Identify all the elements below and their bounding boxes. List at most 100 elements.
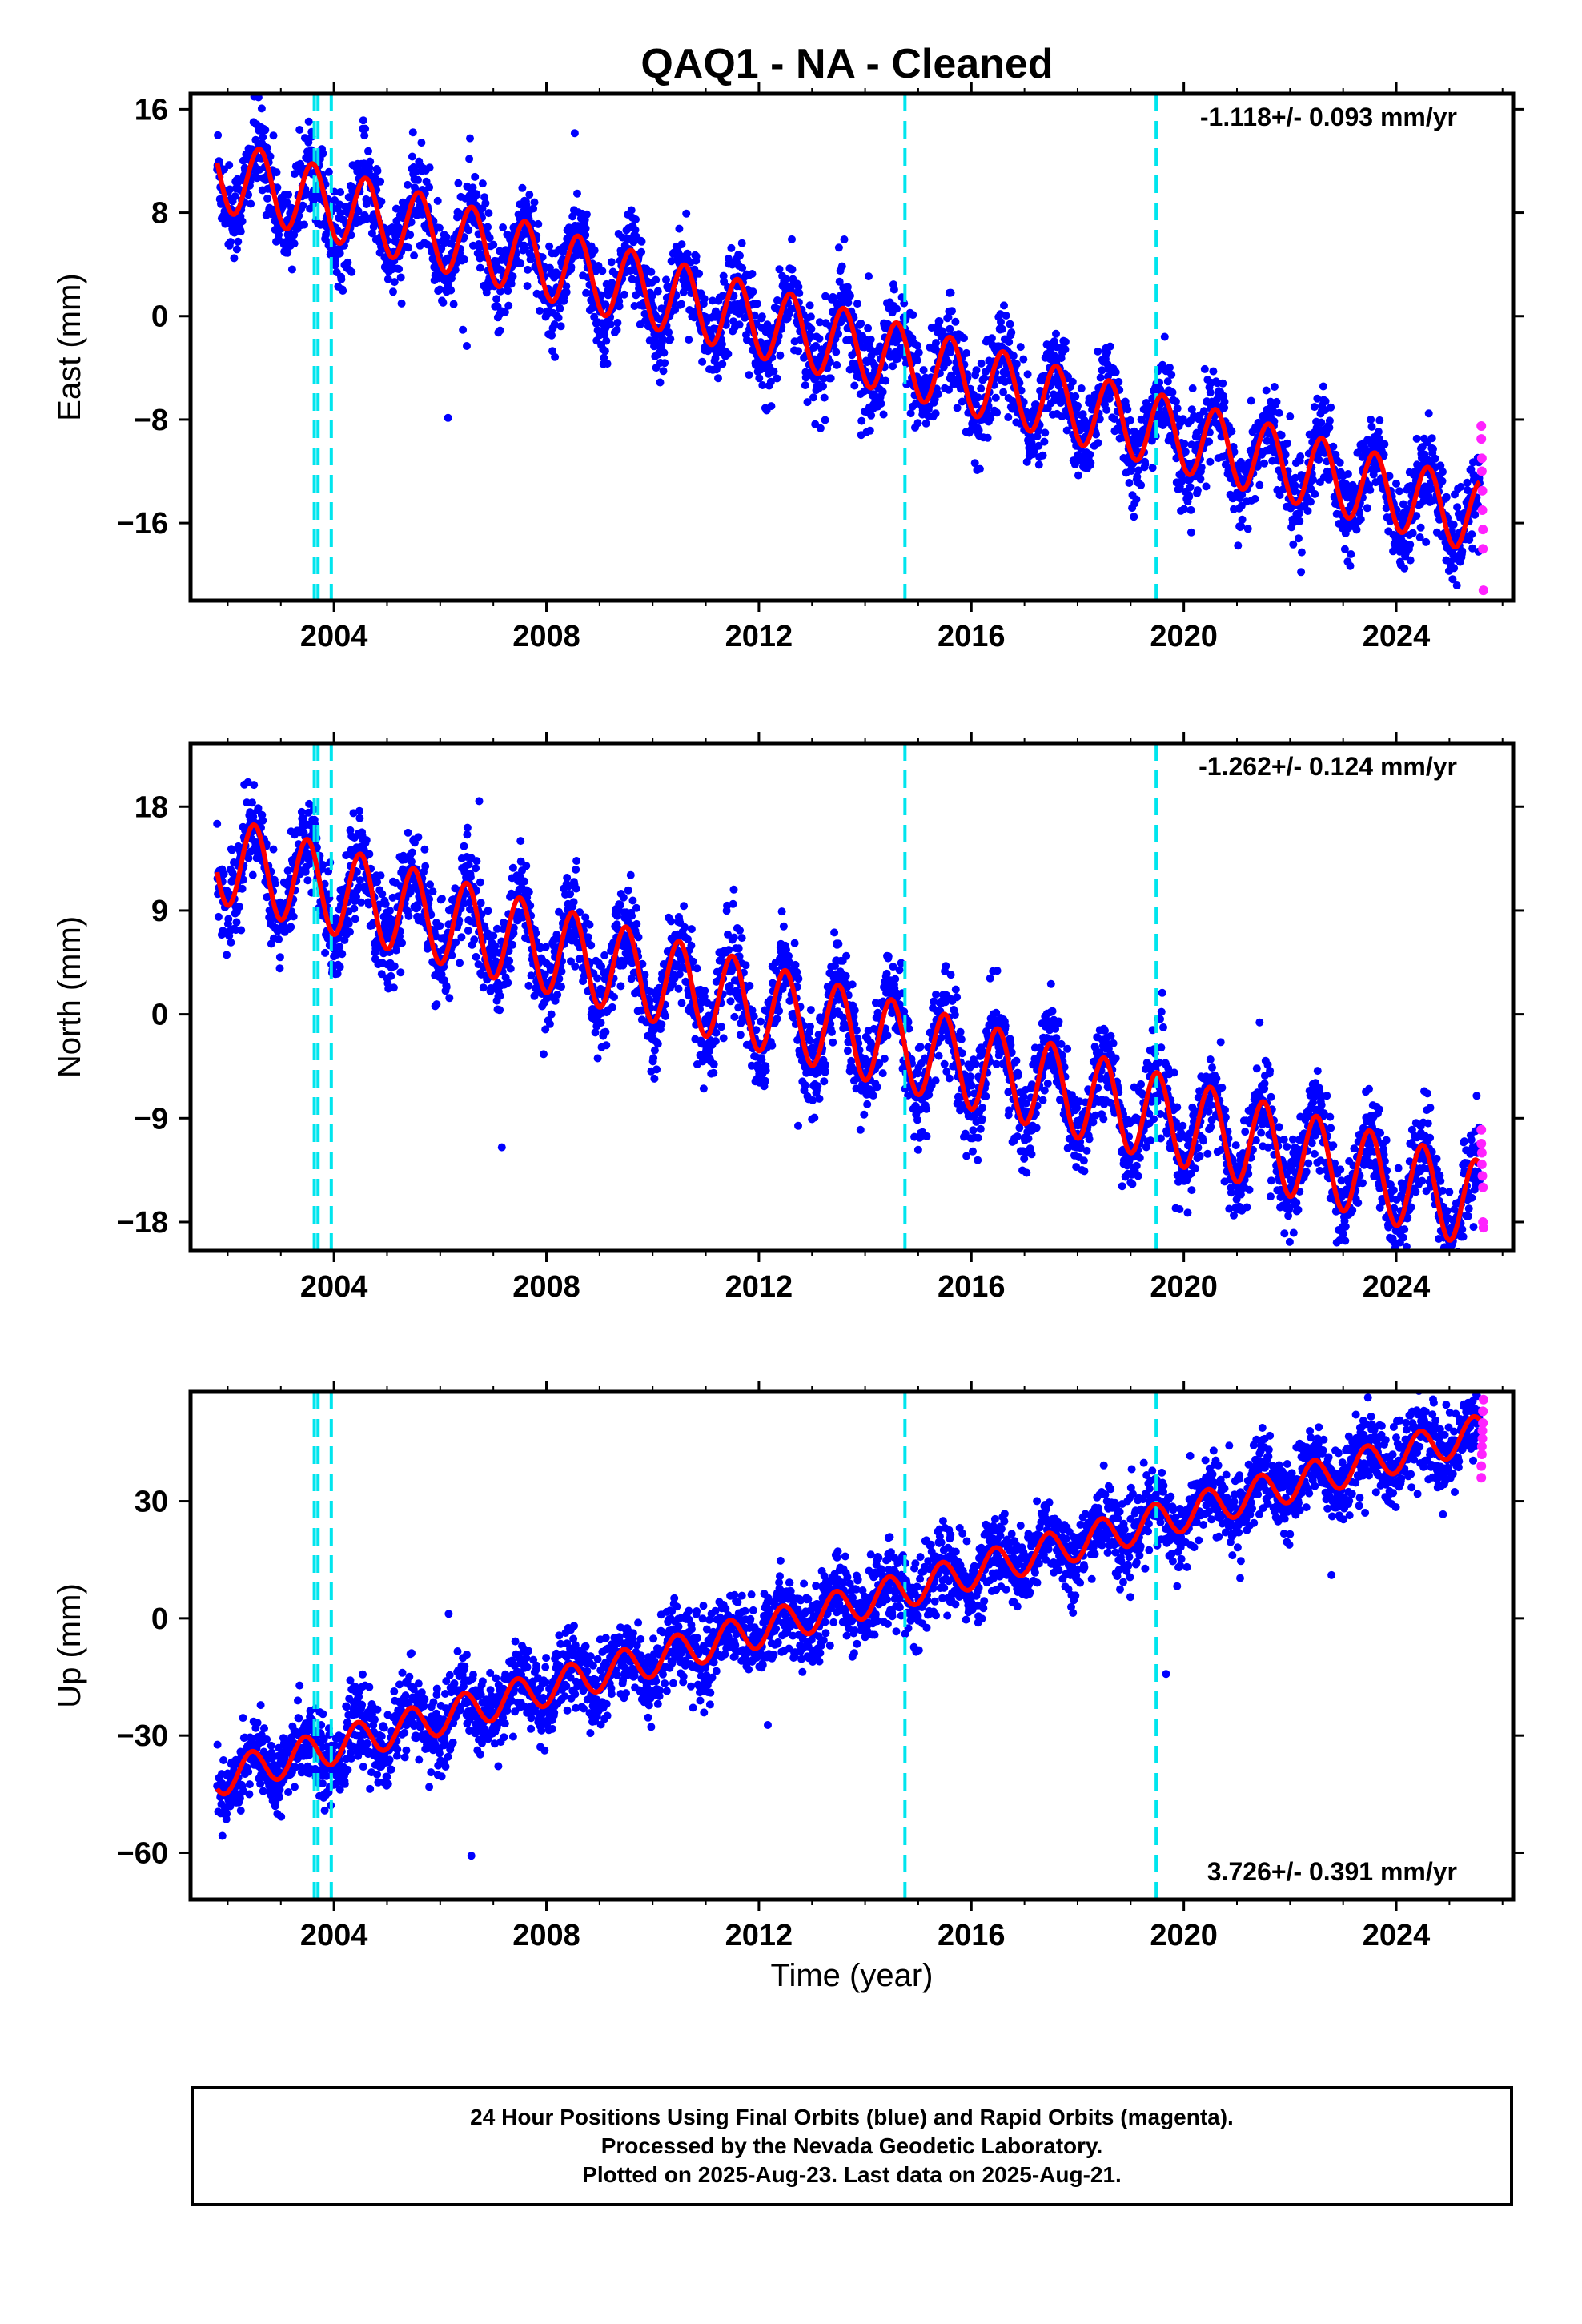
final-orbit-point — [1367, 416, 1375, 424]
final-orbit-point — [1016, 343, 1025, 352]
final-orbit-point — [1110, 415, 1118, 424]
final-orbit-point — [1030, 447, 1038, 456]
final-orbit-point — [408, 128, 417, 137]
final-orbit-point — [653, 287, 662, 296]
final-orbit-point — [500, 308, 509, 316]
final-orbit-point — [758, 381, 767, 389]
final-orbit-point — [658, 335, 667, 344]
final-orbit-point — [464, 226, 473, 235]
final-orbit-point — [335, 249, 344, 258]
final-orbit-point — [460, 842, 468, 850]
final-orbit-point — [1200, 364, 1209, 373]
final-orbit-point — [319, 149, 327, 158]
final-orbit-point — [337, 275, 346, 283]
final-orbit-point — [1092, 430, 1100, 439]
final-orbit-point — [1458, 547, 1467, 556]
final-orbit-point — [1186, 483, 1195, 492]
final-orbit-point — [481, 199, 490, 207]
final-orbit-point — [608, 1003, 616, 1011]
final-orbit-point — [788, 235, 796, 243]
final-orbit-point — [397, 299, 406, 308]
final-orbit-point — [466, 134, 474, 143]
y-axis-label: East (mm) — [52, 273, 87, 420]
final-orbit-point — [1209, 367, 1218, 376]
final-orbit-point — [603, 360, 612, 368]
final-orbit-point — [1173, 404, 1182, 412]
final-orbit-point — [865, 426, 874, 435]
final-orbit-point — [584, 933, 592, 942]
final-orbit-point — [572, 857, 581, 865]
final-orbit-point — [284, 191, 293, 199]
final-orbit-point — [290, 231, 299, 239]
final-orbit-point — [464, 927, 472, 935]
final-orbit-point — [1111, 368, 1120, 376]
final-orbit-point — [439, 298, 448, 307]
final-orbit-point — [866, 335, 875, 344]
final-orbit-point — [480, 193, 489, 202]
final-orbit-point — [913, 356, 921, 365]
final-orbit-point — [790, 337, 799, 346]
final-orbit-point — [1412, 434, 1421, 443]
final-orbit-point — [508, 272, 517, 281]
final-orbit-point — [350, 904, 359, 913]
final-orbit-point — [853, 300, 861, 308]
final-orbit-point — [975, 464, 984, 473]
final-orbit-point — [351, 915, 359, 923]
final-orbit-point — [1130, 513, 1138, 521]
final-orbit-point — [1319, 382, 1327, 391]
rapid-orbit-point — [1476, 434, 1487, 444]
final-orbit-point — [718, 292, 727, 300]
final-orbit-point — [1272, 397, 1281, 406]
final-orbit-point — [376, 177, 385, 186]
final-orbit-point — [1450, 564, 1459, 573]
final-orbit-point — [387, 971, 396, 980]
final-orbit-point — [1453, 503, 1462, 512]
final-orbit-point — [492, 295, 501, 304]
plot-frame — [188, 91, 1516, 603]
final-orbit-point — [889, 362, 897, 371]
final-orbit-point — [1023, 370, 1032, 379]
final-orbit-point — [224, 915, 233, 923]
final-orbit-point — [977, 384, 986, 393]
final-orbit-point — [1054, 381, 1063, 390]
final-orbit-point — [408, 848, 416, 857]
final-orbit-point — [837, 262, 846, 271]
final-orbit-point — [616, 900, 624, 909]
final-orbit-point — [437, 244, 446, 253]
final-orbit-point — [628, 896, 637, 905]
final-orbit-point — [484, 223, 492, 231]
final-orbit-point — [587, 941, 596, 950]
final-orbit-point — [335, 943, 344, 951]
final-orbit-point — [612, 325, 621, 334]
final-orbit-point — [275, 953, 284, 962]
final-orbit-point — [484, 209, 493, 218]
final-orbit-point — [442, 232, 451, 241]
final-orbit-point — [1127, 467, 1136, 475]
final-orbit-point — [1220, 397, 1229, 406]
final-orbit-point — [610, 993, 618, 1001]
final-orbit-point — [632, 919, 641, 928]
final-orbit-point — [377, 197, 386, 206]
final-orbit-point — [230, 254, 239, 263]
final-orbit-point — [1094, 439, 1102, 448]
final-orbit-point — [1102, 405, 1111, 414]
y-tick-label: 8 — [151, 197, 168, 231]
final-orbit-point — [1062, 426, 1071, 435]
final-orbit-point — [1034, 441, 1043, 450]
final-orbit-point — [999, 388, 1008, 396]
final-orbit-point — [250, 781, 259, 790]
final-orbit-point — [484, 907, 492, 915]
final-orbit-point — [695, 269, 704, 278]
final-orbit-point — [1262, 386, 1271, 395]
final-orbit-point — [821, 292, 829, 300]
final-orbit-point — [593, 974, 602, 983]
final-orbit-point — [548, 347, 556, 356]
final-orbit-point — [261, 126, 270, 135]
final-orbit-point — [776, 351, 785, 360]
final-orbit-point — [1160, 332, 1169, 341]
final-orbit-point — [637, 237, 646, 246]
final-orbit-point — [465, 155, 474, 163]
final-orbit-point — [683, 249, 692, 258]
final-orbit-point — [632, 291, 640, 300]
final-orbit-point — [235, 903, 243, 911]
